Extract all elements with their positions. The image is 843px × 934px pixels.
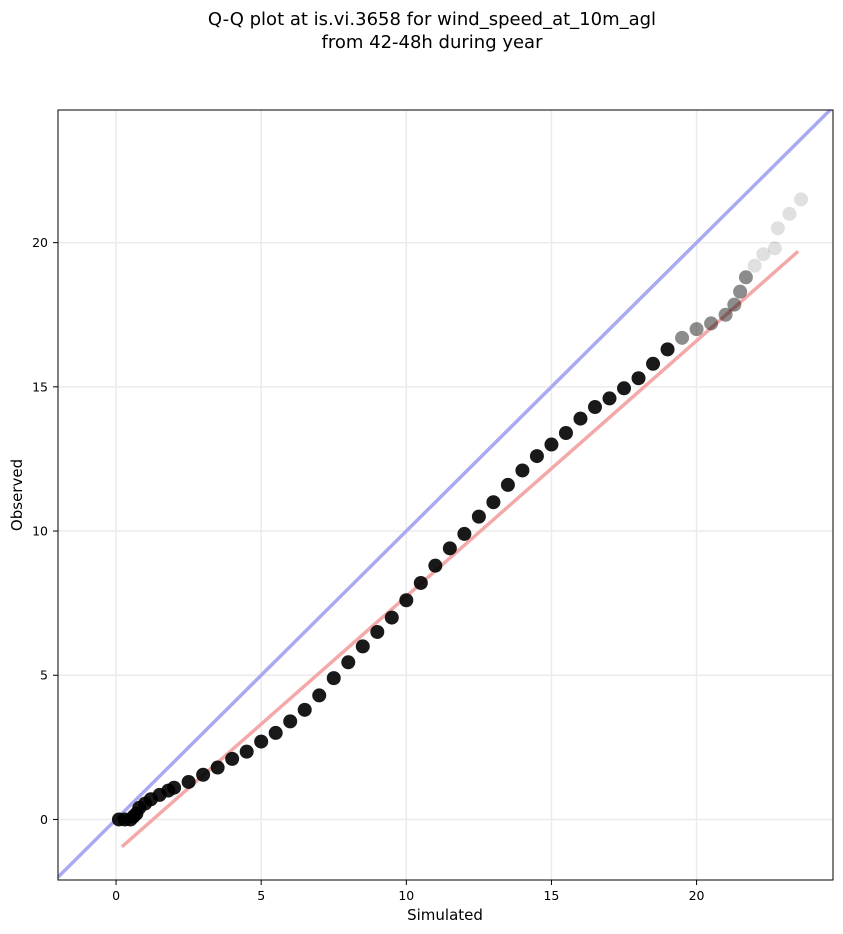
- x-tick-label: 0: [112, 888, 120, 903]
- quantile-point: [756, 247, 771, 262]
- quantile-point: [297, 702, 312, 717]
- quantile-point: [384, 610, 399, 625]
- quantile-point: [738, 270, 753, 285]
- quantile-points: [111, 192, 809, 827]
- chart-title-line-1: Q-Q plot at is.vi.3658 for wind_speed_at…: [208, 9, 656, 30]
- quantile-point: [704, 316, 719, 331]
- lines: [58, 110, 833, 879]
- y-tick-label: 20: [32, 235, 48, 250]
- quantile-point: [727, 297, 742, 312]
- quantile-point: [767, 241, 782, 256]
- quantile-point: [341, 655, 356, 670]
- quantile-point: [573, 411, 588, 426]
- quantile-point: [457, 526, 472, 541]
- plot-frame: [57, 109, 834, 881]
- y-tick-label: 15: [32, 379, 48, 394]
- quantile-point: [268, 725, 283, 740]
- quantile-point: [770, 221, 785, 236]
- quantile-point: [399, 593, 414, 608]
- quantile-point: [515, 463, 530, 478]
- quantile-point: [225, 751, 240, 766]
- quantile-point: [355, 639, 370, 654]
- y-tick-label: 5: [40, 668, 48, 683]
- quantile-point: [733, 284, 748, 299]
- quantile-point: [442, 541, 457, 556]
- quantile-point: [660, 342, 675, 357]
- quantile-point: [544, 437, 559, 452]
- quantile-point: [631, 371, 646, 386]
- quantile-point: [196, 767, 211, 782]
- quantile-point: [312, 688, 327, 703]
- quantile-point: [210, 760, 225, 775]
- fit-line: [120, 249, 800, 849]
- quantile-point: [602, 391, 617, 406]
- quantile-point: [782, 206, 797, 221]
- chart-title-line-2: from 42-48h during year: [322, 32, 544, 53]
- quantile-point: [689, 322, 704, 337]
- x-axis-label: Simulated: [407, 906, 483, 924]
- quantile-point: [428, 558, 443, 573]
- y-tick-label: 10: [32, 524, 48, 539]
- quantile-point: [283, 714, 298, 729]
- quantile-point: [747, 258, 762, 273]
- quantile-point: [370, 624, 385, 639]
- quantile-point: [558, 425, 573, 440]
- y-tick-label: 0: [40, 812, 48, 827]
- quantile-point: [587, 400, 602, 415]
- quantile-point: [181, 774, 196, 789]
- x-tick-label: 10: [398, 888, 414, 903]
- grid: [58, 110, 833, 880]
- quantile-point: [413, 575, 428, 590]
- quantile-point: [675, 330, 690, 345]
- quantile-point: [718, 307, 733, 322]
- y-axis-label: Observed: [8, 459, 26, 531]
- quantile-point: [646, 356, 661, 371]
- quantile-point: [471, 509, 486, 524]
- quantile-point: [794, 192, 809, 207]
- x-tick-label: 5: [257, 888, 265, 903]
- identity-line: [58, 110, 833, 879]
- quantile-point: [326, 671, 341, 686]
- ticks: 0 5 10 15 20 0 5 10 15 20: [32, 235, 704, 903]
- quantile-point: [617, 381, 632, 396]
- x-tick-label: 15: [543, 888, 559, 903]
- x-tick-label: 20: [689, 888, 705, 903]
- quantile-point: [500, 477, 515, 492]
- quantile-point: [254, 734, 269, 749]
- quantile-point: [486, 495, 501, 510]
- quantile-point: [239, 744, 254, 759]
- quantile-point: [529, 449, 544, 464]
- quantile-point: [167, 780, 182, 795]
